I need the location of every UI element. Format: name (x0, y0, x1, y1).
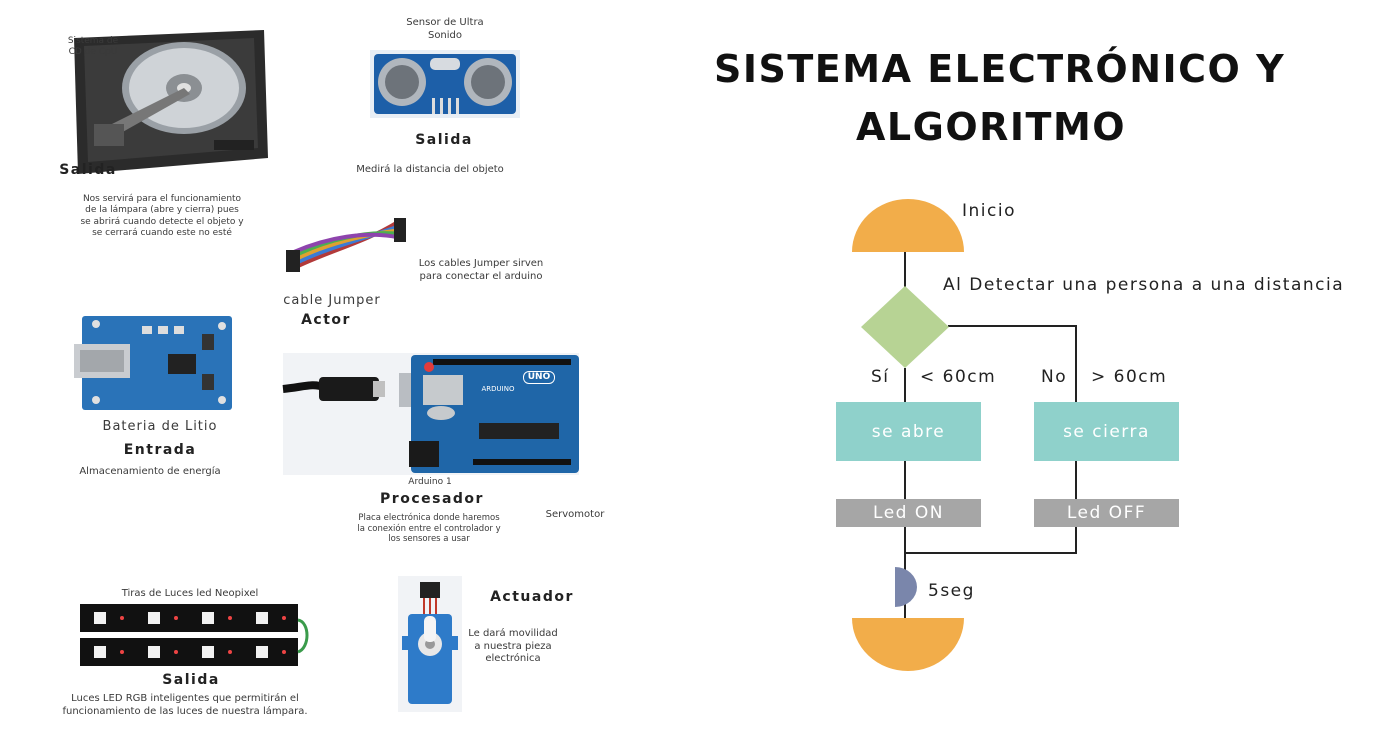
yes-label: Sí (871, 367, 890, 387)
leds-role: Salida (162, 672, 220, 688)
jumper-cable-icon (286, 218, 406, 272)
yes-action-label: se abre (871, 421, 946, 442)
battery-module-icon (74, 316, 232, 410)
servo-role: Actuador (490, 589, 574, 605)
sensor-name: Sensor de Ultra Sonido (406, 17, 484, 41)
sensor-image (370, 50, 520, 118)
arduino-image: UNO ARDUINO (282, 353, 579, 475)
arduino-name: Arduino 1 (408, 477, 452, 487)
hdd-role: Salida (59, 162, 117, 178)
arduino-board-icon (282, 353, 579, 475)
page-title-line-2: ALGORITMO (856, 105, 1127, 149)
leds-description: Luces LED RGB inteligentes que permitirá… (62, 693, 308, 717)
delay-label: 5seg (928, 581, 975, 601)
arduino-brand-label: ARDUINO (481, 385, 515, 393)
no-led-label: Led OFF (1066, 503, 1147, 523)
servo-name: Servomotor (545, 509, 605, 520)
start-label: Inicio (962, 201, 1016, 221)
jumper-role: Actor (301, 312, 351, 328)
delay-symbol (895, 567, 917, 607)
arduino-role: Procesador (380, 491, 484, 507)
sensor-description: Medirá la distancia del objeto (356, 164, 504, 175)
hdd-description: Nos servirá para el funcionamiento de la… (80, 194, 244, 238)
no-condition: > 60cm (1091, 367, 1168, 387)
page-title-line-1: SISTEMA ELECTRÓNICO Y (714, 47, 1286, 91)
battery-role: Entrada (123, 442, 197, 458)
yes-led-box (836, 499, 981, 527)
servo-image (398, 576, 462, 712)
yes-action-box (836, 402, 981, 461)
battery-description: Almacenamiento de energía (79, 466, 221, 477)
leds-name: Tiras de Luces led Neopixel (121, 588, 259, 599)
led-strip-icon (80, 604, 309, 666)
battery-image (74, 314, 234, 412)
yes-condition: < 60cm (920, 367, 997, 387)
jumper-image (286, 212, 408, 278)
servo-description: Le dará movilidad a nuestra pieza electr… (468, 628, 558, 664)
hard-drive-icon (74, 30, 268, 174)
hdd-name: Sistema de CD de CpU (67, 36, 119, 58)
leds-image (80, 600, 309, 670)
no-action-box (1034, 402, 1179, 461)
battery-name: Bateria de Litio (102, 419, 218, 434)
arduino-uno-label: UNO (523, 371, 555, 385)
jumper-description: Los cables Jumper sirven para conectar e… (418, 258, 544, 282)
hdd-image (64, 28, 268, 174)
end-terminal (852, 618, 964, 671)
ultrasonic-sensor-icon (370, 50, 520, 118)
start-terminal (852, 199, 964, 252)
jumper-name: cable Jumper (283, 293, 381, 308)
decision-label: Al Detectar una persona a una distancia (943, 275, 1345, 295)
no-label: No (1041, 367, 1068, 387)
sensor-role: Salida (415, 132, 473, 148)
no-action-label: se cierra (1063, 421, 1150, 442)
servo-motor-icon (398, 576, 462, 712)
no-led-box (1034, 499, 1179, 527)
arduino-description: Placa electrónica donde haremos la conex… (357, 513, 501, 545)
yes-led-label: Led ON (873, 503, 944, 523)
decision-diamond (861, 286, 949, 368)
